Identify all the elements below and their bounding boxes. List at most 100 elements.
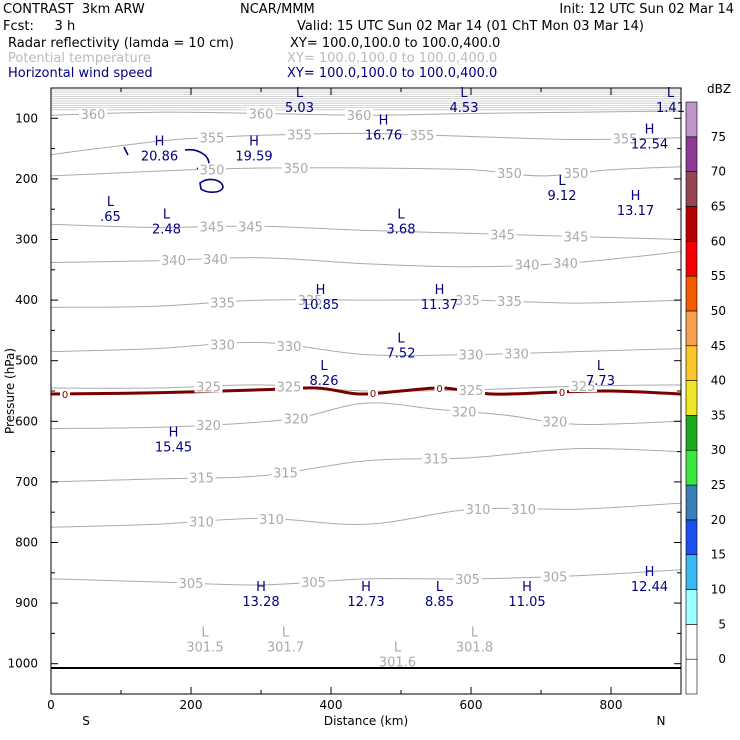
wind-extremum-marker: L [597,359,605,374]
theta-label: 320 [543,416,568,431]
colorbar-segment [685,484,698,521]
theta-label: 320 [452,406,477,421]
theta-label-bg [422,452,450,465]
forecast-hour: Fcst: 3 h [3,19,76,34]
x-tick-label: 0 [47,698,55,712]
theta-label-bg [551,256,580,269]
theta-label-bg [611,132,639,145]
x-tick-label: 400 [320,698,343,712]
colorbar-segment [685,449,698,486]
theta-label-bg [569,380,597,393]
y-tick-label: 300 [15,233,38,247]
theta-label: 335 [455,294,480,309]
theta-label-bg [509,503,538,516]
y-axis-label: Pressure (hPa) [3,348,17,434]
y-tick-label: 600 [15,414,38,428]
wind-extremum-value: 8.85 [425,595,454,610]
theta-label-bg [208,338,237,351]
theta-contour-labels: 360 360 360 355 355 355 355 350 350 350 350 345 345 3… [79,107,639,592]
theta-label-bg [453,572,482,585]
x-axis-south: S [82,714,90,728]
theta-label: 350 [200,163,225,178]
theta-label: 355 [200,132,225,147]
theta-label: 340 [515,259,540,274]
colorbar-segment [685,310,698,347]
theta-label: 330 [210,339,235,354]
y-tick-label: 400 [15,293,38,307]
theta-label-bg [562,230,590,243]
colorbar-segment [685,206,698,242]
x-axis-north: N [657,714,666,728]
colorbar-tick-label: 35 [711,408,726,422]
colorbar-tick-label: 0 [718,652,726,666]
theta-label: 340 [553,257,578,272]
theta-contour-305 [51,569,681,586]
theta-label: 340 [161,254,186,269]
theta-label-bg [502,347,531,360]
wind-extremum-value: 1.41 [656,101,685,116]
colorbar-segment [685,554,698,590]
reflectivity-colorbar: 0 5 10 15 20 25 30 35 40 45 50 55 60 65 70 75 [685,101,726,695]
zero-contour-label: 0 [62,390,68,401]
theta-label-bg [198,220,226,233]
theta-label: 330 [277,340,302,355]
theta-label: 325 [459,384,484,399]
colorbar-segment [685,275,698,312]
theta-label-bg [345,109,373,122]
theta-label: 350 [497,167,522,182]
model-source: NCAR/MMM [240,2,315,17]
x-tick-label: 600 [460,698,483,712]
theta-minimum-marker: L [282,625,290,640]
theta-label-bg [159,254,188,267]
field-theta-xy: XY= 100.0,100.0 to 100.0,400.0 [287,51,498,66]
x-axis-label: Distance (km) [324,714,408,728]
theta-label: 325 [196,380,221,395]
wind-extremum-marker: H [169,425,179,440]
theta-label: 355 [287,129,312,144]
theta-minimum-value: 301.8 [456,640,493,655]
zero-contour-label: 0 [559,388,565,399]
theta-minimum-value: 301.7 [267,640,304,655]
theta-label: 335 [298,294,323,309]
theta-label: 305 [179,577,204,592]
theta-minimum-marker: L [201,625,209,640]
theta-label: 345 [564,230,589,245]
x-tick-label: 200 [180,698,203,712]
wind-extremum-value: 12.54 [631,137,668,152]
theta-label: 335 [210,296,235,311]
zero-contour-label: 0 [370,389,376,400]
wind-extremum-value: 12.73 [347,595,384,610]
theta-label-bg [275,380,303,393]
wind-extremum-marker: H [645,565,655,580]
theta-label-bg [488,228,517,241]
wind-extremum-marker: H [435,283,445,298]
colorbar-segment [685,589,698,625]
wind-extremum-marker: H [316,283,326,298]
zero-label-bg [557,387,567,398]
theta-label: 335 [497,295,522,310]
colorbar-segment [685,380,698,416]
wind-extremum-marker: L [460,86,468,101]
theta-label: 305 [455,573,480,588]
theta-label-bg [408,129,436,142]
theta-label: 350 [284,162,309,177]
theta-label-bg [457,383,485,396]
theta-label-bg [201,252,230,265]
zero-label-bg [434,383,445,394]
theta-label-bg [247,107,275,120]
jet-contour [199,178,224,193]
theta-label: 315 [189,472,214,487]
wind-extremum-marker: L [436,580,444,595]
theta-label-bg [208,296,237,309]
theta-label-bg [198,131,226,144]
colorbar-segment [685,240,698,277]
axes: 100 200 300 400 500 600 700 800 900 1000 0 200 400 60… [7,88,681,712]
theta-label: 340 [203,253,228,268]
theta-label-bg [194,419,223,432]
wind-extremum-value: .65 [100,210,121,225]
theta-label: 320 [196,419,221,434]
colorbar-tick-label: 25 [711,478,726,492]
wind-extremum-value: 19.59 [235,150,272,165]
wind-extremum-marker: H [379,113,389,128]
